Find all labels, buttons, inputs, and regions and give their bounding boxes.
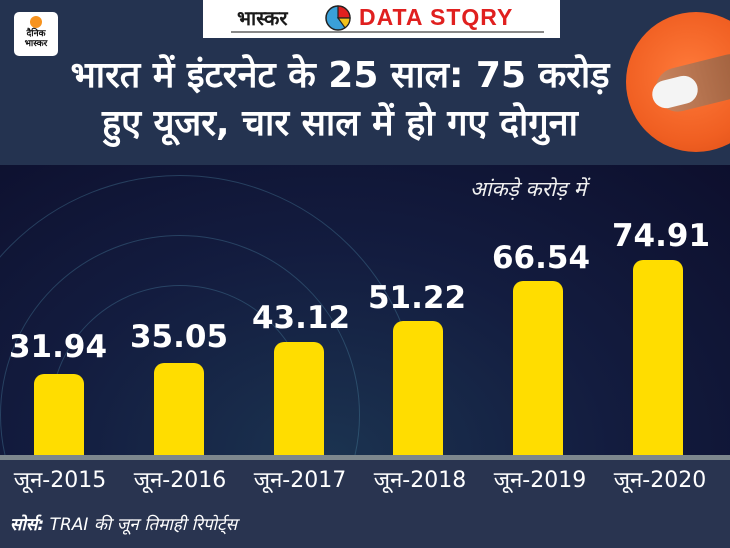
x-label-2015: जून-2015 (13, 468, 107, 493)
dainik-bhaskar-logo: दैनिक भास्कर (14, 12, 58, 56)
bar-2015 (34, 374, 84, 455)
value-label-2016: 35.05 (129, 319, 229, 355)
title-line-1: भारत में इंटरनेट के 25 साल: 75 करोड़ (70, 55, 610, 96)
bar-2018 (393, 321, 443, 455)
sun-icon (30, 16, 42, 28)
x-axis-baseline (0, 455, 730, 460)
brand-underline (231, 31, 544, 33)
brand-data-story-text: DATA STQRY (359, 4, 514, 30)
data-story-brand: भास्कर DATA STQRY (203, 0, 560, 38)
source-text: TRAI की जून तिमाही रिपोर्ट्स (44, 515, 238, 535)
brand-hindi-text: भास्कर (237, 6, 288, 30)
footer-panel (0, 460, 730, 548)
bar-2020 (633, 260, 683, 455)
x-label-2019: जून-2019 (493, 468, 587, 493)
page-title: भारत में इंटरनेट के 25 साल: 75 करोड़ हुए… (60, 52, 620, 148)
unit-note: आंकड़े करोड़ में (470, 177, 587, 201)
chart-area: आंकड़े करोड़ में (0, 165, 730, 455)
logo-text-line2: भास्कर (24, 39, 48, 49)
bar-2019 (513, 281, 563, 455)
pie-chart-icon (325, 5, 351, 31)
source-label: सोर्स: (10, 515, 45, 535)
title-line-2: हुए यूजर, चार साल में हो गए दोगुना (102, 103, 578, 144)
bar-2016 (154, 363, 204, 455)
source-note: सोर्स: TRAI की जून तिमाही रिपोर्ट्स (10, 512, 237, 535)
x-label-2020: जून-2020 (613, 468, 707, 493)
value-label-2019: 66.54 (491, 240, 591, 276)
x-label-2017: जून-2017 (253, 468, 347, 493)
value-label-2020: 74.91 (611, 218, 711, 254)
logo-text-line1: दैनिक (26, 29, 46, 39)
value-label-2018: 51.22 (367, 280, 467, 316)
bar-2017 (274, 342, 324, 455)
x-label-2016: जून-2016 (133, 468, 227, 493)
x-label-2018: जून-2018 (373, 468, 467, 493)
value-label-2017: 43.12 (251, 300, 351, 336)
value-label-2015: 31.94 (8, 329, 108, 365)
